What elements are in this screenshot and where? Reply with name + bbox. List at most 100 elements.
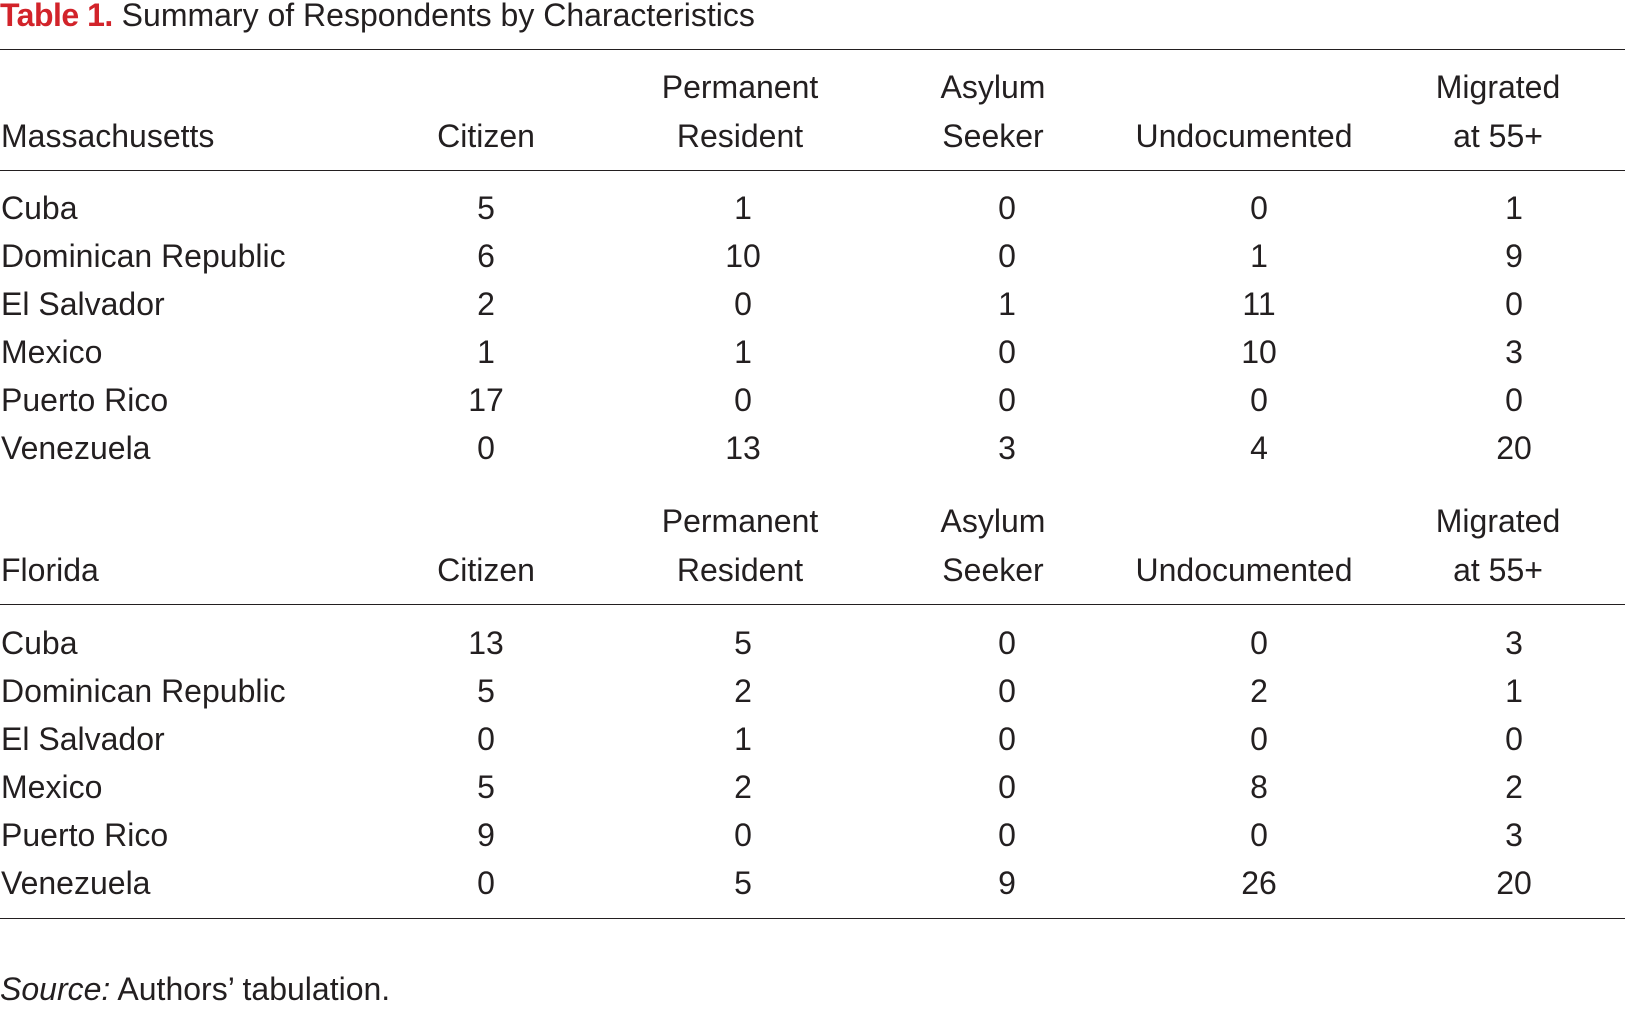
value-undocumented: 0: [1250, 190, 1268, 226]
state-label: Massachusetts: [1, 118, 215, 154]
value-permanent-resident: 1: [734, 190, 752, 226]
value-asylum-seeker: 0: [998, 238, 1016, 274]
table-caption: Table 1. Summary of Respondents by Chara…: [0, 0, 755, 38]
value-migrated-55: 2: [1505, 769, 1523, 805]
column-header-undocumented: Undocumented: [1135, 552, 1353, 588]
value-migrated-55: 1: [1505, 673, 1523, 709]
value-migrated-55: 3: [1505, 625, 1523, 661]
value-asylum-seeker: 0: [998, 382, 1016, 418]
table-title: Summary of Respondents by Characteristic…: [121, 0, 755, 33]
value-migrated-55: 0: [1505, 721, 1523, 757]
value-undocumented: 1: [1250, 238, 1268, 274]
value-citizen: 5: [477, 673, 495, 709]
value-permanent-resident: 2: [734, 673, 752, 709]
value-migrated-55: 20: [1496, 430, 1532, 466]
column-header-citizen: Citizen: [437, 552, 535, 588]
value-citizen: 5: [477, 769, 495, 805]
column-header-line1: Asylum: [940, 503, 1046, 539]
value-undocumented: 11: [1242, 286, 1276, 322]
value-permanent-resident: 5: [734, 625, 752, 661]
bottom-rule: [0, 918, 1625, 919]
source-label: Source:: [0, 971, 111, 1007]
column-header-line1: Permanent: [661, 503, 819, 539]
column-header-line1: Migrated: [1435, 503, 1561, 539]
value-citizen: 0: [477, 721, 495, 757]
value-permanent-resident: 10: [725, 238, 761, 274]
country-label: Dominican Republic: [1, 238, 286, 274]
value-asylum-seeker: 0: [998, 625, 1016, 661]
value-citizen: 0: [477, 865, 495, 901]
value-migrated-55: 9: [1505, 238, 1523, 274]
country-label: El Salvador: [1, 721, 165, 757]
table-label: Table 1.: [0, 0, 113, 33]
column-header-citizen: Citizen: [437, 118, 535, 154]
value-citizen: 2: [477, 286, 495, 322]
country-label: El Salvador: [1, 286, 165, 322]
value-asylum-seeker: 0: [998, 721, 1016, 757]
column-header-migrated-55: at 55+: [1453, 118, 1543, 154]
value-permanent-resident: 1: [734, 721, 752, 757]
value-migrated-55: 0: [1505, 382, 1523, 418]
value-asylum-seeker: 1: [998, 286, 1016, 322]
value-permanent-resident: 13: [725, 430, 761, 466]
value-permanent-resident: 2: [734, 769, 752, 805]
header-rule: [0, 170, 1625, 171]
country-label: Mexico: [1, 769, 103, 805]
value-asylum-seeker: 9: [998, 865, 1016, 901]
value-undocumented: 0: [1250, 817, 1268, 853]
country-label: Puerto Rico: [1, 382, 169, 418]
country-label: Cuba: [1, 190, 78, 226]
value-migrated-55: 0: [1505, 286, 1523, 322]
value-undocumented: 4: [1250, 430, 1268, 466]
column-header-line1: Permanent: [661, 69, 819, 105]
value-migrated-55: 1: [1505, 190, 1523, 226]
country-label: Venezuela: [1, 430, 151, 466]
value-permanent-resident: 5: [734, 865, 752, 901]
value-citizen: 5: [477, 190, 495, 226]
state-label: Florida: [1, 552, 99, 588]
source-note: Source: Authors’ tabulation.: [0, 969, 390, 1009]
column-header-migrated-55: at 55+: [1453, 552, 1543, 588]
country-label: Mexico: [1, 334, 103, 370]
value-undocumented: 10: [1241, 334, 1277, 370]
value-migrated-55: 20: [1496, 865, 1532, 901]
value-asylum-seeker: 3: [998, 430, 1016, 466]
value-asylum-seeker: 0: [998, 190, 1016, 226]
column-header-undocumented: Undocumented: [1135, 118, 1353, 154]
country-label: Dominican Republic: [1, 673, 286, 709]
country-label: Venezuela: [1, 865, 151, 901]
value-asylum-seeker: 0: [998, 673, 1016, 709]
value-undocumented: 0: [1250, 382, 1268, 418]
value-undocumented: 2: [1250, 673, 1268, 709]
value-permanent-resident: 1: [734, 334, 752, 370]
value-citizen: 9: [477, 817, 495, 853]
value-citizen: 6: [477, 238, 495, 274]
column-header-asylum-seeker: Seeker: [942, 118, 1044, 154]
value-asylum-seeker: 0: [998, 769, 1016, 805]
value-undocumented: 0: [1250, 625, 1268, 661]
value-permanent-resident: 0: [734, 817, 752, 853]
value-undocumented: 0: [1250, 721, 1268, 757]
column-header-permanent-resident: Resident: [676, 118, 804, 154]
top-rule: [0, 49, 1625, 50]
value-undocumented: 26: [1241, 865, 1277, 901]
value-permanent-resident: 0: [734, 382, 752, 418]
column-header-line1: Migrated: [1435, 69, 1561, 105]
value-permanent-resident: 0: [734, 286, 752, 322]
value-undocumented: 8: [1250, 769, 1268, 805]
value-citizen: 1: [477, 334, 495, 370]
value-migrated-55: 3: [1505, 334, 1523, 370]
value-asylum-seeker: 0: [998, 334, 1016, 370]
column-header-permanent-resident: Resident: [676, 552, 804, 588]
column-header-asylum-seeker: Seeker: [942, 552, 1044, 588]
source-text: Authors’ tabulation.: [117, 971, 391, 1007]
value-asylum-seeker: 0: [998, 817, 1016, 853]
country-label: Puerto Rico: [1, 817, 169, 853]
country-label: Cuba: [1, 625, 78, 661]
header-rule: [0, 604, 1625, 605]
value-citizen: 13: [468, 625, 504, 661]
value-citizen: 17: [468, 382, 504, 418]
value-citizen: 0: [477, 430, 495, 466]
value-migrated-55: 3: [1505, 817, 1523, 853]
column-header-line1: Asylum: [940, 69, 1046, 105]
